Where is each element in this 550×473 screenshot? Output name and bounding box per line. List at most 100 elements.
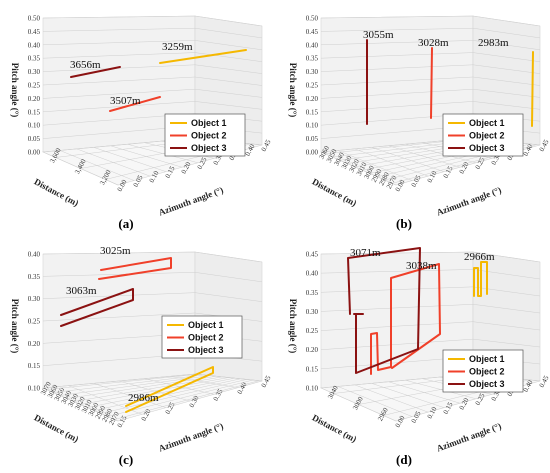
- z-tick-label: 0.20: [28, 95, 41, 103]
- y-gridline: [114, 380, 260, 420]
- legend-label-object-1: Object 1: [191, 118, 227, 128]
- z-gridline: [42, 15, 196, 19]
- z-gridline: [42, 272, 196, 277]
- z-gridline: [472, 304, 541, 314]
- legend-label-object-3: Object 3: [469, 143, 505, 153]
- z-tick-label: 0.20: [306, 346, 319, 354]
- z-tick-label: 0.15: [306, 365, 319, 373]
- z-tick-label: 0.45: [306, 251, 319, 259]
- z-gridline: [320, 52, 474, 59]
- distance-annotation: 3028m: [418, 37, 449, 49]
- z-gridline: [320, 76, 474, 86]
- x-gridline: [354, 148, 429, 177]
- z-axis-title: Pitch angle (°): [288, 63, 298, 118]
- z-tick-label: 0.00: [28, 149, 41, 157]
- x-gridline: [337, 150, 413, 181]
- z-gridline: [194, 292, 263, 302]
- legend-label-object-3: Object 3: [188, 345, 224, 355]
- z-tick-label: 0.20: [306, 95, 319, 103]
- z-gridline: [472, 338, 541, 348]
- z-tick-label: 0.40: [306, 41, 319, 49]
- x-axis-title: Azimuth angle (°): [157, 421, 224, 454]
- y-gridline: [46, 374, 199, 390]
- x-gridline: [371, 147, 445, 172]
- series-line-object-1: [125, 366, 214, 413]
- legend-label-object-1: Object 1: [469, 354, 505, 364]
- series-line-object-1: [531, 51, 534, 127]
- z-tick-label: 0.25: [28, 82, 41, 90]
- series-line-object-3: [70, 66, 121, 78]
- series-line-object-2: [98, 257, 172, 280]
- z-gridline: [472, 76, 541, 86]
- x-axis-title: Azimuth angle (°): [435, 185, 502, 218]
- y-axis-title: Distance (m): [311, 412, 359, 444]
- z-tick-label: 0.35: [28, 273, 41, 281]
- z-tick-label: 0.15: [306, 108, 319, 116]
- z-gridline: [194, 40, 263, 51]
- z-gridline: [194, 52, 263, 62]
- legend-label-object-2: Object 2: [469, 367, 505, 377]
- distance-annotation: 3055m: [363, 29, 394, 41]
- z-gridline: [320, 64, 474, 72]
- z-gridline: [472, 251, 541, 263]
- z-tick-label: 0.30: [28, 295, 41, 303]
- y-axis-title: Distance (m): [311, 176, 359, 208]
- z-gridline: [42, 40, 196, 46]
- z-tick-label: 0.10: [306, 122, 319, 130]
- z-gridline: [472, 286, 541, 297]
- z-tick-label: 0.30: [28, 68, 41, 76]
- z-axis-title: Pitch angle (°): [10, 299, 20, 354]
- z-gridline: [472, 101, 541, 110]
- z-gridline: [472, 321, 541, 331]
- z-gridline: [194, 76, 263, 86]
- distance-annotation: 3656m: [70, 59, 101, 71]
- z-gridline: [194, 272, 263, 283]
- panel-label: (d): [396, 452, 412, 467]
- series-line-object-3: [347, 247, 421, 374]
- z-gridline: [472, 40, 541, 51]
- z-tick-label: 0.35: [306, 289, 319, 297]
- distance-annotation: 3259m: [162, 41, 193, 53]
- y-axis-title: Distance (m): [33, 176, 81, 208]
- z-axis-title: Pitch angle (°): [288, 299, 298, 354]
- legend-label-object-2: Object 2: [188, 333, 224, 343]
- y-gridline: [80, 377, 229, 405]
- legend-label-object-2: Object 2: [469, 131, 505, 141]
- z-tick-label: 0.00: [306, 149, 319, 157]
- z-gridline: [194, 64, 263, 74]
- distance-annotation: 2983m: [478, 37, 509, 49]
- distance-annotation: 3038m: [406, 260, 437, 272]
- series-line-object-2: [370, 263, 441, 375]
- distance-annotation: 3025m: [100, 245, 131, 257]
- z-tick-label: 0.35: [28, 55, 41, 63]
- legend-label-object-2: Object 2: [191, 131, 227, 141]
- panel-label: (a): [118, 216, 133, 231]
- z-gridline: [42, 251, 196, 255]
- z-tick-label: 0.20: [28, 340, 41, 348]
- z-tick-label: 0.25: [28, 318, 41, 326]
- y-gridline: [87, 377, 235, 408]
- z-tick-label: 0.10: [28, 122, 41, 130]
- z-gridline: [472, 52, 541, 62]
- z-gridline: [472, 64, 541, 74]
- legend-label-object-3: Object 3: [191, 143, 227, 153]
- z-gridline: [320, 88, 474, 99]
- z-tick-label: 0.05: [306, 135, 319, 143]
- z-tick-label: 0.25: [306, 82, 319, 90]
- x-axis-title: Azimuth angle (°): [435, 421, 502, 454]
- z-gridline: [320, 304, 474, 312]
- legend-label-object-1: Object 1: [188, 320, 224, 330]
- series-line-object-1: [473, 261, 488, 297]
- z-gridline: [320, 27, 474, 32]
- series-line-object-2: [109, 96, 161, 112]
- y-axis-title: Distance (m): [33, 412, 81, 444]
- x-gridline: [320, 151, 397, 186]
- x-gridline: [405, 143, 477, 164]
- distance-annotation: 3071m: [350, 247, 381, 259]
- chart-panel-2: 0.00 0.05 0.10 0.15 0.20 0.25 0.30 0.35 0.40 0.45…: [288, 15, 550, 232]
- z-gridline: [320, 269, 474, 274]
- panel-label: (b): [396, 216, 412, 231]
- z-tick-label: 0.30: [306, 68, 319, 76]
- y-gridline: [66, 375, 217, 399]
